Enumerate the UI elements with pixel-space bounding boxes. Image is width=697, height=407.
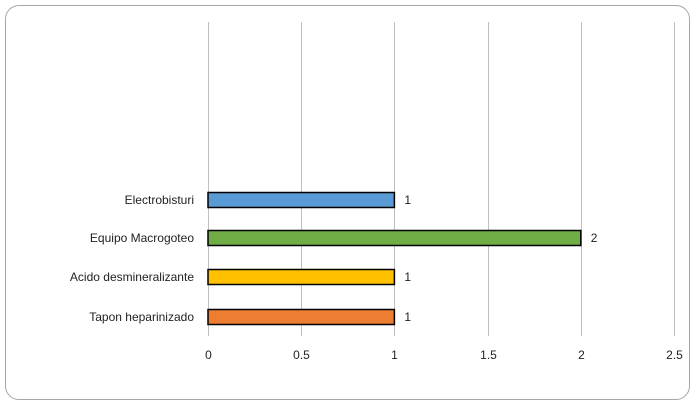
data-label: 2 [591,231,598,245]
bar [207,229,582,247]
category-label: Acido desmineralizante [70,270,194,284]
bars [207,191,582,326]
data-label: 1 [404,310,411,324]
category-label: Tapon heparinizado [89,310,194,324]
bar [207,191,396,209]
x-tick-label: 2.5 [666,348,683,362]
category-label: Electrobisturi [125,193,194,207]
data-label: 1 [404,270,411,284]
bar [207,268,396,286]
bar [207,308,396,326]
x-tick-label: 2 [578,348,585,362]
x-tick-label: 0 [205,348,212,362]
x-tick-label: 1.5 [480,348,497,362]
data-label: 1 [404,193,411,207]
category-label: Equipo Macrogoteo [90,231,194,245]
category-labels: Electrobisturi Equipo Macrogoteo Acido des… [70,193,194,324]
x-tick-label: 0.5 [293,348,310,362]
x-axis-tick-labels: 0 0.5 1 1.5 2 2.5 [205,348,683,362]
gridlines [208,22,675,336]
x-tick-label: 1 [391,348,398,362]
data-labels: 1 2 1 1 [404,193,597,324]
